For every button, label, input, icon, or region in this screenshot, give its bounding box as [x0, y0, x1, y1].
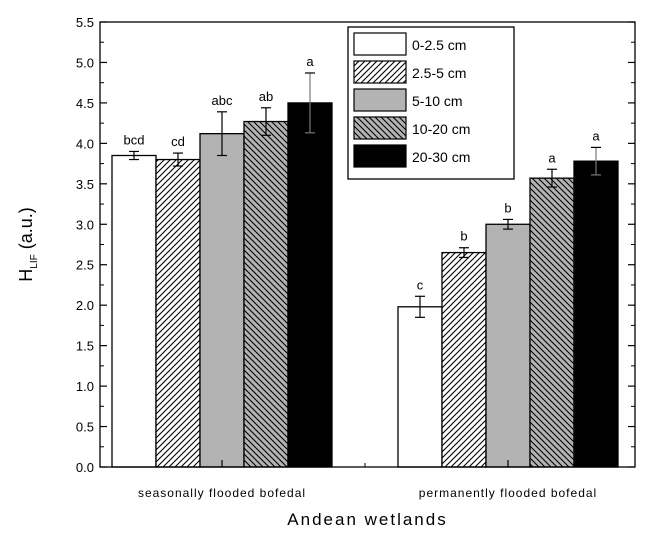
y-tick-label: 0.5 [76, 420, 94, 435]
significance-label: bcd [124, 132, 145, 147]
bar [111, 154, 157, 468]
significance-label: a [548, 150, 556, 165]
legend-swatch [353, 60, 407, 84]
y-axis-label: HLIF (a.u.) [16, 207, 40, 281]
legend-swatch [353, 144, 407, 168]
y-tick-label: 3.0 [76, 217, 94, 232]
bar [199, 133, 245, 468]
legend: 0-2.5 cm 2.5-5 cm 5-10 cm 10-20 cm 20-30 cm [347, 26, 515, 180]
axes: 0.0 0.5 1.0 1.5 2.0 2.5 3.0 3.5 4.0 4.5 5.0 5.5 seas… [16, 15, 636, 529]
plot-area: bcd c cd b abc b ab a a a [111, 54, 619, 468]
significance-label: b [460, 229, 467, 244]
x-axis-label: Andean wetlands [287, 510, 447, 529]
y-tick-label: 4.0 [76, 136, 94, 151]
y-tick-label: 2.5 [76, 258, 94, 273]
y-tick-label: 2.0 [76, 298, 94, 313]
bar [243, 120, 289, 468]
y-tick-label: 5.5 [76, 15, 94, 30]
bar [155, 158, 201, 468]
significance-label: a [592, 128, 600, 143]
significance-label: cd [171, 134, 185, 149]
bar [573, 160, 619, 468]
significance-label: b [504, 200, 511, 215]
legend-label: 10-20 cm [412, 121, 470, 137]
significance-label: a [306, 54, 314, 69]
y-tick-label: 3.5 [76, 177, 94, 192]
legend-label: 2.5-5 cm [412, 65, 466, 81]
bar [397, 306, 443, 468]
significance-label: abc [212, 93, 233, 108]
x-tick-label: permanently flooded bofedal [419, 486, 597, 500]
y-tick-label: 5.0 [76, 55, 94, 70]
legend-label: 20-30 cm [412, 149, 470, 165]
x-tick-label: seasonally flooded bofedal [138, 486, 306, 500]
legend-swatch [353, 116, 407, 140]
significance-label: ab [259, 89, 273, 104]
bar [485, 223, 531, 468]
bar [287, 102, 333, 468]
legend-swatch [353, 32, 407, 56]
y-tick-label: 4.5 [76, 96, 94, 111]
y-tick-label: 0.0 [76, 460, 94, 475]
legend-label: 5-10 cm [412, 93, 463, 109]
legend-label: 0-2.5 cm [412, 37, 466, 53]
bar [441, 251, 487, 468]
legend-swatch [353, 88, 407, 112]
significance-label: c [417, 277, 424, 292]
y-tick-label: 1.0 [76, 379, 94, 394]
y-tick-label: 1.5 [76, 339, 94, 354]
bar [529, 177, 575, 468]
